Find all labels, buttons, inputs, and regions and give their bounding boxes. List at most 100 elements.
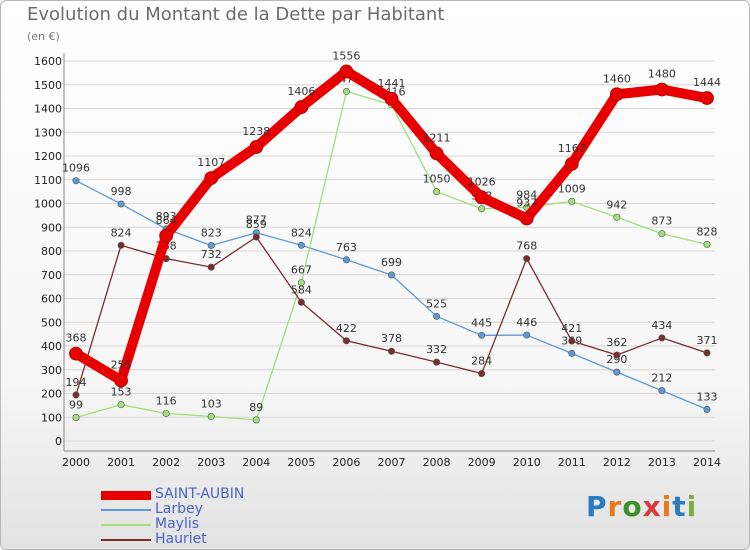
data-point <box>700 91 714 105</box>
data-point <box>297 241 305 249</box>
data-label: 1238 <box>242 125 270 138</box>
x-tick-label: 2011 <box>558 456 586 469</box>
data-point <box>703 405 711 413</box>
data-label: 998 <box>111 185 132 198</box>
data-label: 732 <box>201 248 222 261</box>
x-tick-label: 2003 <box>197 456 225 469</box>
data-label: 421 <box>561 322 582 335</box>
data-point <box>69 346 83 361</box>
data-label: 284 <box>471 355 492 368</box>
data-label: 584 <box>291 283 312 296</box>
data-point <box>568 337 576 345</box>
logo-letter: o <box>622 490 643 523</box>
data-point <box>703 349 711 357</box>
data-label: 446 <box>516 316 537 329</box>
data-label: 824 <box>111 226 132 239</box>
data-label: 212 <box>651 372 672 385</box>
y-tick-label: 700 <box>41 269 62 282</box>
data-point <box>613 368 621 376</box>
data-point <box>207 242 215 250</box>
data-point <box>658 230 666 238</box>
x-tick-label: 2008 <box>423 456 451 469</box>
logo-letter: r <box>607 490 623 523</box>
data-point <box>294 100 309 114</box>
data-label: 984 <box>516 188 537 201</box>
data-point <box>478 331 486 339</box>
data-label: 937 <box>516 196 537 209</box>
x-tick-label: 2005 <box>287 456 315 469</box>
data-point <box>519 211 534 226</box>
data-point <box>72 177 80 185</box>
data-label: 1167 <box>558 142 586 155</box>
legend-swatch <box>101 539 151 541</box>
y-tick-label: 800 <box>41 245 62 258</box>
data-label: 859 <box>246 218 267 231</box>
y-tick-label: 1600 <box>34 55 62 68</box>
y-tick-label: 300 <box>41 364 62 377</box>
data-point <box>564 156 579 171</box>
data-label: 371 <box>697 334 718 347</box>
data-label: 893 <box>156 210 177 223</box>
data-point <box>433 358 441 366</box>
data-point <box>703 240 711 248</box>
legend-swatch <box>101 524 151 526</box>
data-point <box>249 140 264 154</box>
y-tick-label: 100 <box>41 411 62 424</box>
data-label: 1480 <box>648 68 676 81</box>
data-label: 1556 <box>332 49 360 62</box>
data-label: 828 <box>697 225 718 238</box>
data-point <box>433 312 441 320</box>
series-saint-aubin: 368 255 864 1107 1238 1406 1556 1441 1211 1026 937… <box>66 49 721 388</box>
legend-label: Maylis <box>155 516 200 532</box>
data-point <box>252 416 260 424</box>
data-label: 763 <box>336 241 357 254</box>
data-point <box>159 228 174 243</box>
data-label: 194 <box>66 376 87 389</box>
x-tick-label: 2000 <box>62 456 90 469</box>
data-point <box>72 391 80 399</box>
legend-label: Larbey <box>155 501 203 517</box>
x-tick-label: 2012 <box>603 456 631 469</box>
data-label: 290 <box>606 353 627 366</box>
logo-letter: i <box>686 490 698 523</box>
data-point <box>429 146 444 161</box>
y-tick-label: 0 <box>55 435 62 448</box>
data-point <box>568 197 576 205</box>
chart-title: Evolution du Montant de la Dette par Hab… <box>27 4 445 25</box>
x-tick-label: 2010 <box>513 456 541 469</box>
data-label: 103 <box>201 398 222 411</box>
data-label: 1050 <box>423 173 451 186</box>
data-point <box>114 373 128 388</box>
data-label: 153 <box>111 386 132 399</box>
data-label: 1441 <box>378 77 406 90</box>
data-point <box>478 205 486 213</box>
data-label: 445 <box>471 316 492 329</box>
data-point <box>342 337 350 345</box>
data-label: 1026 <box>468 175 496 188</box>
data-label: 434 <box>651 319 672 332</box>
data-label: 1406 <box>287 85 315 98</box>
y-tick-label: 900 <box>41 221 62 234</box>
data-point <box>342 256 350 264</box>
data-label: 116 <box>156 394 177 407</box>
data-label: 1096 <box>62 162 90 175</box>
data-point <box>342 87 350 95</box>
data-label: 942 <box>606 198 627 211</box>
data-point <box>433 188 441 196</box>
data-point <box>117 401 125 409</box>
data-label: 99 <box>69 398 83 411</box>
legend-label: Hauriet <box>155 531 207 547</box>
logo-letter: x <box>642 490 662 523</box>
legend-swatch <box>101 490 151 500</box>
x-tick-label: 2002 <box>152 456 180 469</box>
y-tick-label: 1400 <box>34 103 62 116</box>
data-label: 1009 <box>558 182 586 195</box>
data-point <box>613 351 621 359</box>
y-tick-label: 1000 <box>34 198 62 211</box>
data-point <box>207 413 215 421</box>
data-point <box>609 87 624 102</box>
data-point <box>387 347 395 355</box>
x-tick-label: 2004 <box>242 456 270 469</box>
